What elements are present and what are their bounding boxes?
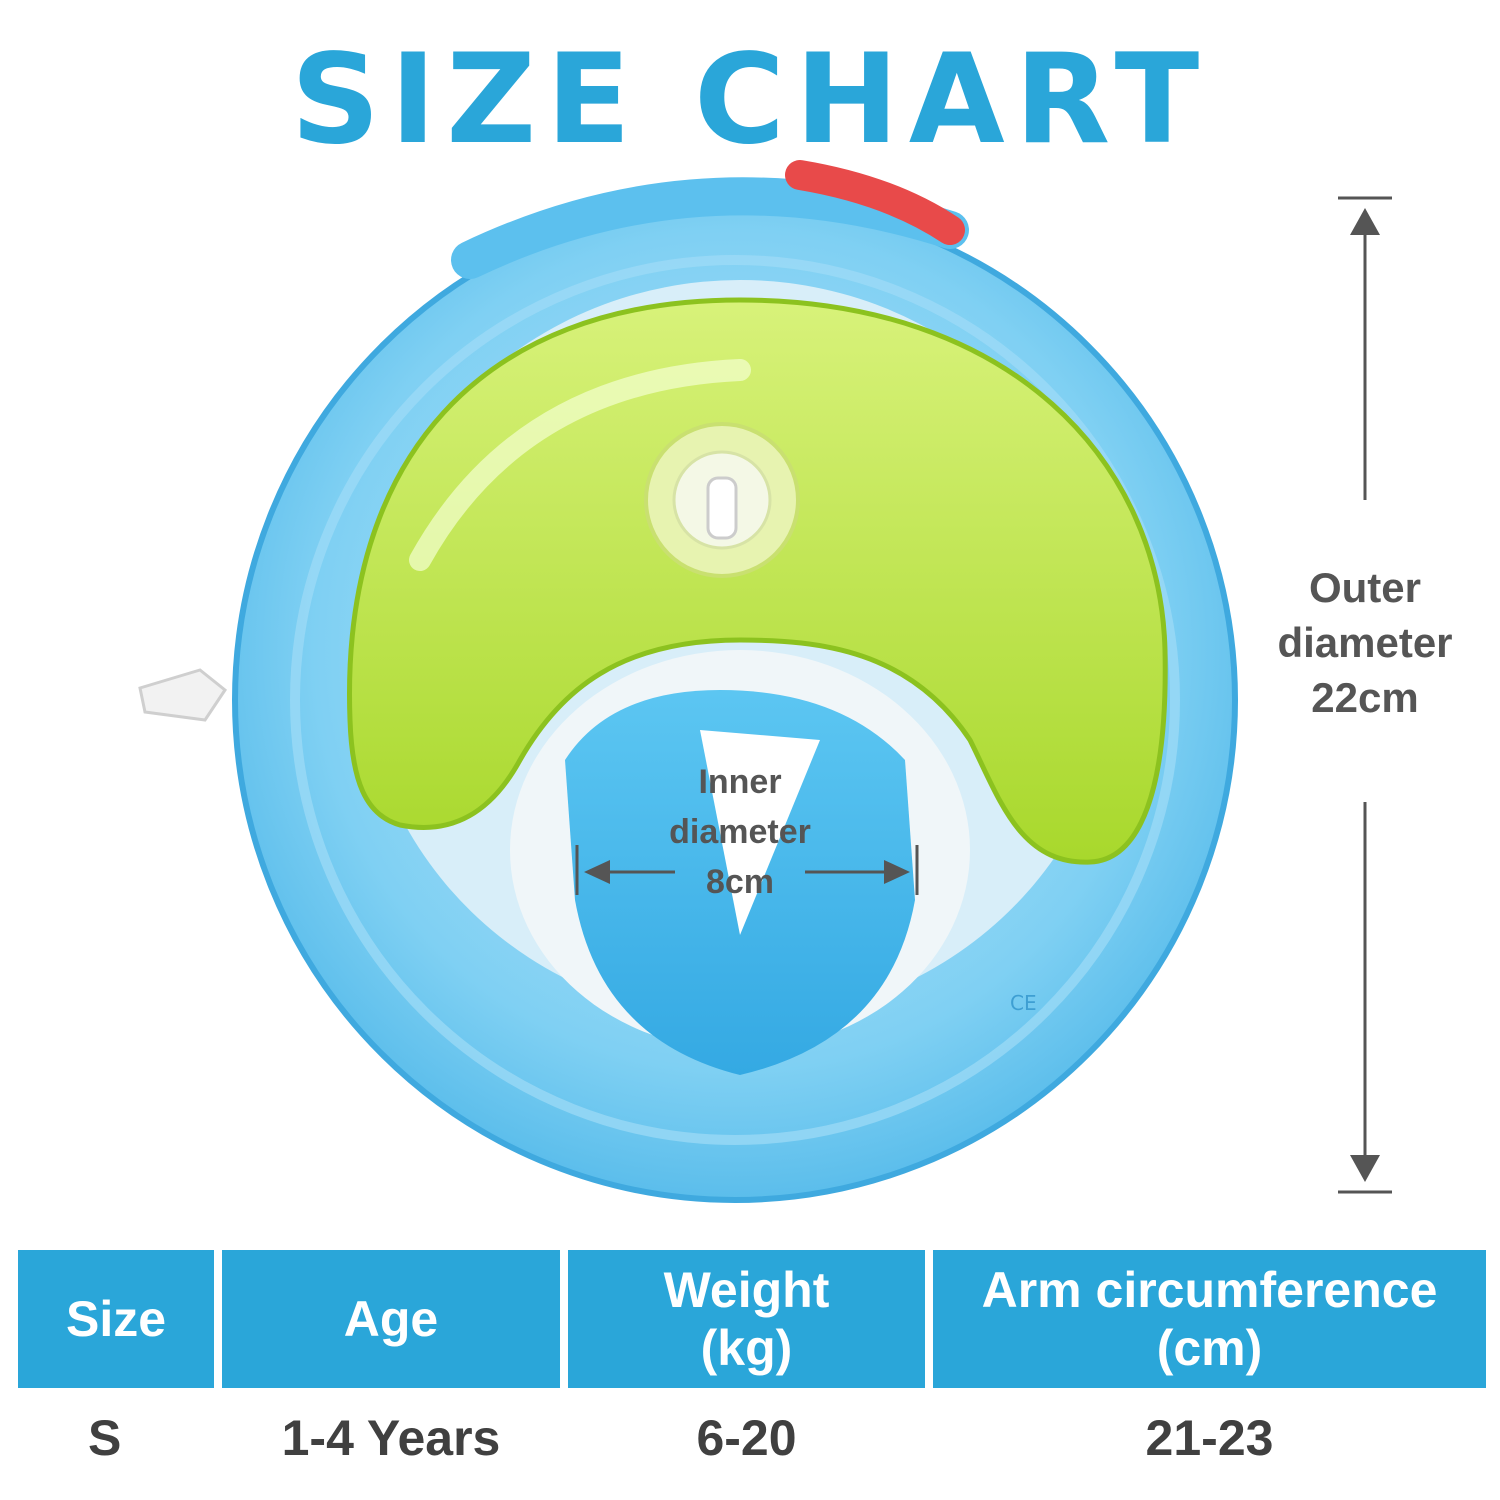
- outer-diameter-arrow: [1338, 196, 1392, 1194]
- page-title: SIZE CHART: [290, 28, 1210, 172]
- outer-diameter-line1: Outer: [1308, 564, 1421, 611]
- header-size-text: Size: [65, 1291, 167, 1347]
- header-age: Age: [222, 1250, 560, 1388]
- cell-arm-circumference: 21-23: [1145, 1410, 1274, 1466]
- header-size: Size: [18, 1250, 214, 1388]
- cell-age: 1-4 Years: [281, 1410, 501, 1466]
- header-weight: Weight (kg): [568, 1250, 925, 1388]
- header-age-text: Age: [343, 1291, 439, 1347]
- svg-text:CE: CE: [1010, 991, 1037, 1015]
- header-arm-circumference: Arm circumference (cm): [933, 1250, 1486, 1388]
- size-table: Size Age Weight (kg) Arm circumference (…: [18, 1250, 1486, 1488]
- inner-diameter-line1: Inner: [698, 763, 782, 801]
- inner-diameter-value: 8cm: [705, 863, 775, 901]
- cell-weight: 6-20: [696, 1410, 797, 1466]
- cell-size: S: [88, 1410, 122, 1466]
- outer-diameter-value: 22cm: [1311, 674, 1419, 721]
- header-arm-line2: (cm): [1156, 1320, 1263, 1376]
- brand-logo: [451, 160, 969, 279]
- swim-ring-product-image: CE: [138, 160, 1238, 1203]
- table-row: S 1-4 Years 6-20 21-23: [18, 1388, 1486, 1488]
- inner-diameter-line2: diameter: [669, 813, 811, 851]
- table-header-row: Size Age Weight (kg) Arm circumference (…: [18, 1250, 1486, 1388]
- inner-diameter-label: Inner diameter 8cm: [630, 757, 850, 907]
- header-weight-line2: (kg): [700, 1320, 793, 1376]
- outer-diameter-line2: diameter: [1277, 619, 1453, 666]
- header-weight-line1: Weight: [663, 1262, 830, 1318]
- header-arm-line1: Arm circumference: [981, 1262, 1438, 1318]
- outer-diameter-label: Outer diameter 22cm: [1255, 560, 1475, 725]
- inner-diameter-arrow: [575, 845, 919, 895]
